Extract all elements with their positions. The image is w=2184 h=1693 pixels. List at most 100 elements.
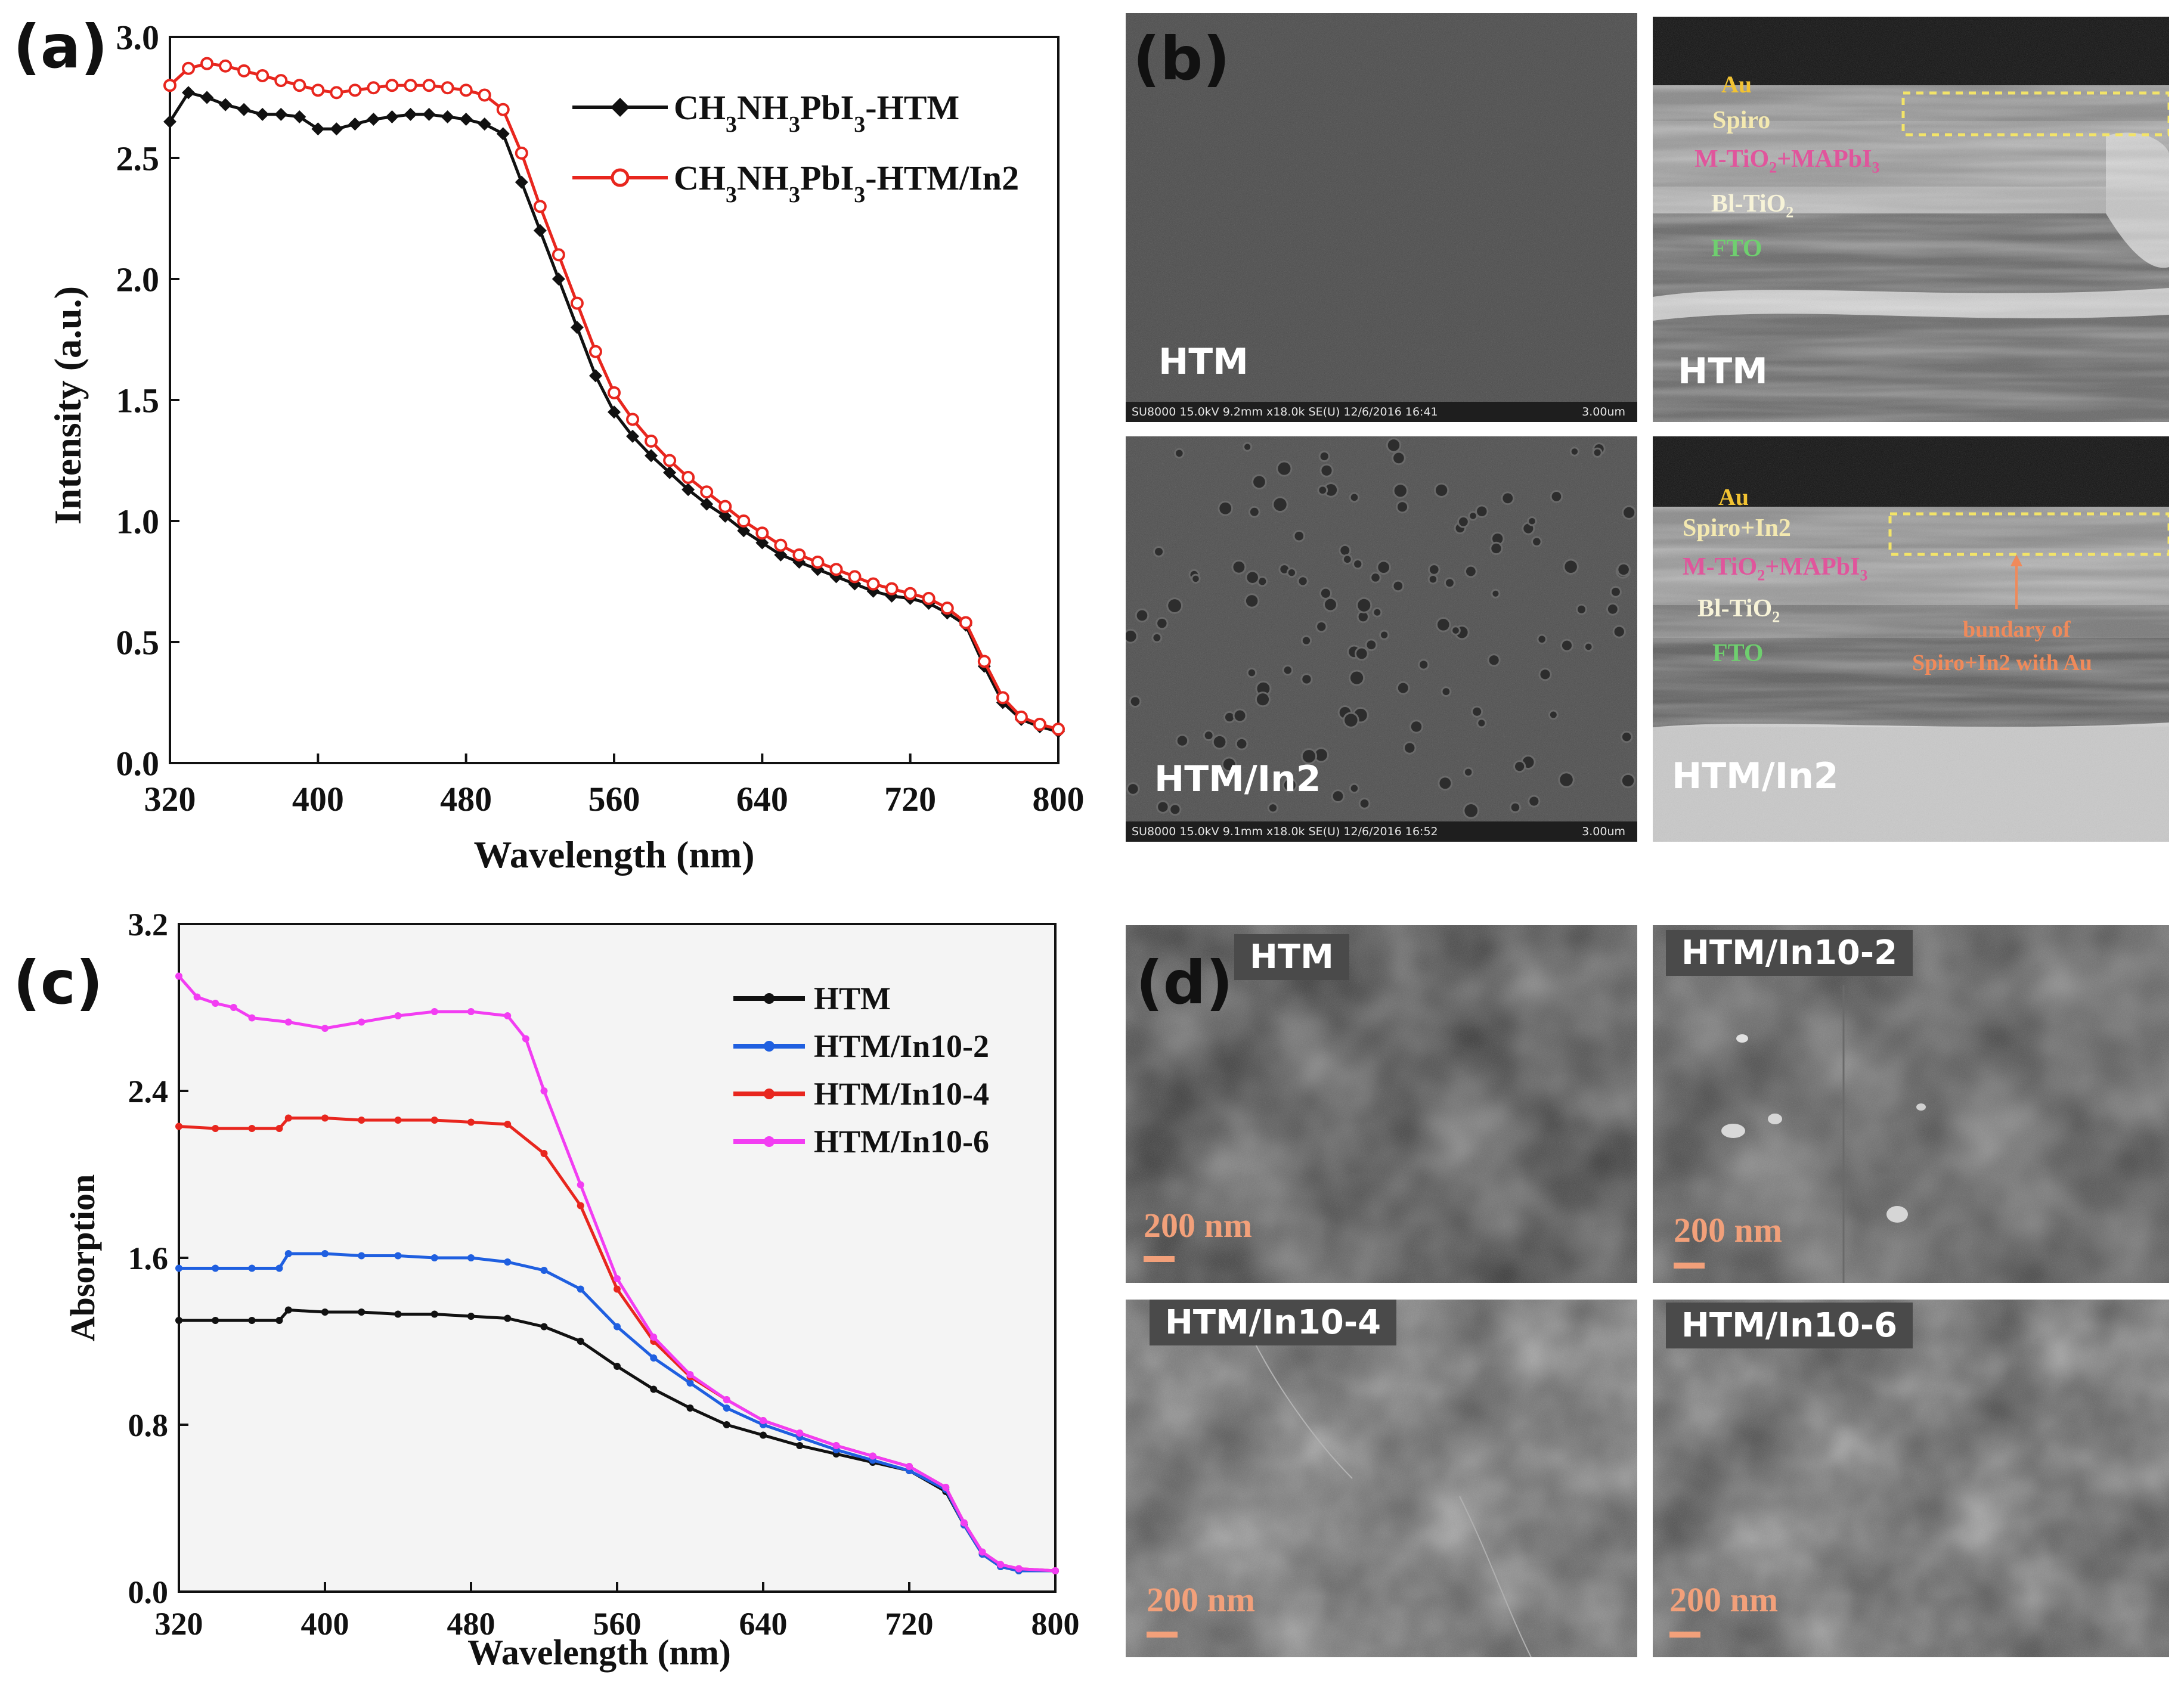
sem-scale-text-bottom: 3.00um: [1582, 825, 1625, 838]
chart-c-point-s0-2: [248, 1317, 256, 1324]
chart-c-point-s0-5: [321, 1308, 329, 1316]
pore: [1225, 712, 1234, 722]
chart-c-point-s0-9: [467, 1313, 475, 1320]
sem-d-htm-label: HTM: [1234, 934, 1349, 980]
chart-c-ytick-label-4: 3.2: [128, 907, 169, 942]
legend-c-label-0: HTM: [814, 981, 891, 1016]
chart-a-ticks: 320 400 480 560 640 720 800 0.0 0.5 1.0 1.5 2.0 2.5 3…: [116, 18, 1085, 818]
chart-a-point-s0-19: [515, 175, 528, 189]
chart-a-point-s1-29: [700, 485, 714, 499]
chart-c-point-s0-15: [686, 1404, 694, 1412]
pore: [1429, 565, 1439, 574]
pore: [1155, 547, 1163, 556]
pore: [1247, 572, 1258, 583]
pore: [1445, 579, 1454, 587]
sem-info-text-bottom: SU8000 15.0kV 9.1mm x18.0k SE(U) 12/6/20…: [1132, 825, 1438, 838]
chart-a-series: [163, 57, 1065, 739]
chart-a-point-s0-5: [256, 107, 269, 121]
chart-c-point-s3-23: [906, 1463, 913, 1470]
chart-c-point-s2-7: [394, 1117, 402, 1124]
legend-c-marker-0: [764, 993, 775, 1004]
pore: [1470, 513, 1476, 519]
chart-a-point-s0-6: [274, 107, 288, 121]
panel-a-label: (a): [13, 12, 108, 82]
sem-d-in10-2-scale-text: 200 nm: [1674, 1211, 1783, 1249]
pore: [1343, 556, 1351, 563]
chart-c-point-s0-4: [284, 1306, 292, 1314]
chart-c-point-s1-13: [614, 1323, 621, 1331]
pore: [1223, 758, 1235, 771]
chart-c-ylabel: Absorption: [63, 1174, 102, 1341]
chart-a-legend: CH3NH3PbI3-HTM CH3NH3PbI3-HTM/In2: [572, 88, 1019, 207]
chart-c-point-s1-7: [394, 1252, 402, 1260]
chart-a-point-s1-2: [200, 57, 214, 70]
chart-c-point-s3-18: [723, 1396, 730, 1403]
chart-a-point-s0-0: [163, 115, 176, 129]
pore: [1607, 604, 1618, 614]
chart-a-point-s0-15: [441, 110, 454, 123]
chart-a-point-s0-30: [718, 509, 732, 523]
chart-c: 320 400 480 560 640 720 800 0.0 0.8 1.6 2.4 3.2 Abs…: [63, 907, 1080, 1672]
sem-surface-htm: HTM SU8000 15.0kV 9.2mm x18.0k SE(U) 12/…: [1126, 13, 1637, 422]
pore: [1622, 774, 1634, 787]
legend-c-label-3: HTM/In10-6: [814, 1124, 989, 1159]
pore: [1158, 802, 1168, 812]
pore: [1325, 483, 1337, 496]
pore: [1550, 711, 1557, 718]
pore: [1523, 523, 1534, 534]
pore: [1269, 804, 1277, 812]
chart-c-point-s3-25: [960, 1519, 968, 1527]
pore: [1529, 796, 1539, 806]
sem-d-in10-6: HTM/In10-6 200 nm: [1653, 1300, 2169, 1657]
sem-d-in10-2-scale-bar: [1674, 1263, 1705, 1269]
sem-d-in10-2: HTM/In10-2 200 nm: [1653, 925, 2169, 1283]
chart-c-point-s3-10: [467, 1008, 475, 1015]
cross-in2-annotation-1: bundary of: [1963, 617, 2071, 642]
chart-a-point-s1-7: [293, 79, 306, 92]
chart-c-series-line-3: [178, 975, 1056, 1573]
pore: [1452, 627, 1459, 634]
pore: [1168, 599, 1181, 612]
chart-a-point-s1-6: [274, 74, 288, 88]
pore: [1378, 562, 1389, 573]
pore: [1387, 439, 1400, 451]
chart-a-ytick-label-3: 1.5: [116, 381, 160, 420]
chart-c-point-s3-17: [686, 1371, 694, 1378]
chart-c-point-s3-20: [796, 1430, 804, 1437]
sem-d-htm-scale-bar: [1144, 1256, 1175, 1262]
pore: [1320, 452, 1328, 461]
pore: [1299, 577, 1307, 585]
pore: [1350, 671, 1364, 684]
chart-c-point-s1-2: [248, 1264, 256, 1272]
chart-c-point-s2-9: [467, 1118, 475, 1126]
pore: [1420, 661, 1428, 669]
pore: [1257, 682, 1270, 695]
sem-d-in10-2-label: HTM/In10-2: [1666, 930, 1913, 976]
pore: [1253, 476, 1265, 488]
chart-c-point-s3-26: [978, 1548, 986, 1556]
cross-in2-annotation-2: Spiro+In2 with Au: [1912, 650, 2092, 675]
cross-htm-spiro: Spiro: [1712, 107, 1771, 134]
pore: [1345, 714, 1358, 727]
chart-a-point-s1-46: [1014, 710, 1028, 724]
legend-c-marker-1: [764, 1041, 775, 1052]
chart-c-point-s1-6: [358, 1252, 365, 1260]
legend-c-label-1: HTM/In10-2: [814, 1028, 989, 1064]
pore: [1358, 599, 1371, 612]
chart-c-bg: [179, 924, 1055, 1592]
chart-c-point-s2-2: [248, 1125, 256, 1132]
chart-a-point-s1-48: [1052, 723, 1065, 736]
chart-a-ytick-label-2: 1.0: [116, 502, 160, 541]
chart-c-point-s2-3: [275, 1125, 283, 1132]
chart-c-point-s1-16: [723, 1404, 730, 1412]
chart-a-point-s0-29: [700, 497, 714, 511]
chart-c-point-s2-0: [175, 1123, 182, 1130]
sem-surface-htm-in2-label: HTM/In2: [1154, 758, 1321, 800]
chart-c-point-s3-29: [1052, 1567, 1059, 1574]
chart-a-point-s1-24: [608, 386, 621, 399]
legend-a-marker-1: [611, 98, 630, 117]
pore: [1515, 762, 1525, 771]
chart-a-point-s1-10: [348, 83, 362, 97]
pore: [1136, 610, 1148, 621]
chart-a-xtick-label-5: 720: [884, 780, 936, 818]
